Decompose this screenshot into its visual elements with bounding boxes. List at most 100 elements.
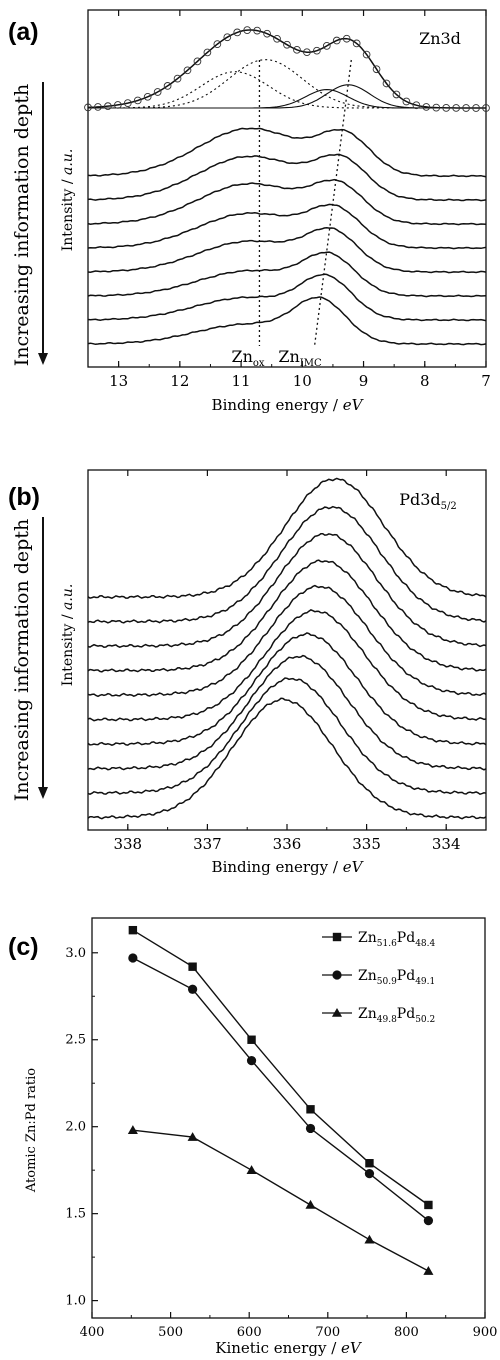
data-point-marker — [313, 46, 321, 55]
x-tick-label: 13 — [109, 372, 128, 390]
x-tick-label: 400 — [80, 1325, 105, 1340]
data-point-marker — [233, 28, 242, 37]
data-point-marker — [322, 42, 331, 50]
triangle-marker — [364, 1234, 375, 1244]
spectrum-line — [87, 632, 487, 747]
triangle-marker — [246, 1165, 257, 1174]
data-point-marker — [332, 36, 341, 45]
data-point-marker — [402, 97, 411, 106]
series-line — [132, 957, 429, 1222]
data-point-marker — [283, 40, 291, 49]
data-point-marker — [94, 103, 102, 111]
data-point-marker — [263, 29, 271, 38]
panel-c-xlabel: Kinetic energy / eV — [215, 1339, 363, 1357]
x-tick-label: 334 — [432, 835, 461, 853]
circle-marker — [246, 1055, 257, 1066]
data-point-marker — [104, 102, 112, 110]
panel-a-ylabel: Intensity / a.u. — [60, 149, 76, 252]
data-point-marker — [133, 96, 142, 105]
spectrum-line — [87, 296, 487, 346]
data-point-marker — [243, 26, 252, 34]
spectrum-line — [87, 609, 487, 722]
square-marker — [306, 1105, 315, 1114]
x-tick-label: 338 — [113, 835, 142, 853]
y-tick-label: 2.5 — [65, 1033, 86, 1048]
data-point-marker — [223, 33, 232, 42]
x-tick-label: 700 — [315, 1325, 340, 1340]
data-point-marker — [452, 104, 461, 112]
square-marker — [188, 962, 197, 971]
x-tick-label: 10 — [293, 372, 312, 390]
data-point-marker — [303, 48, 311, 57]
panel-c: (c) Atomic Zn:Pd ratio 1.0 1.5 2.0 2.5 3.0 4… — [8, 917, 498, 1357]
spectrum-line — [87, 533, 487, 649]
square-marker — [128, 925, 138, 935]
circle-marker — [332, 970, 342, 980]
panel-c-ylabel: Atomic Zn:Pd ratio — [24, 1068, 39, 1193]
panel-a-depth-arrowhead — [38, 353, 48, 365]
panel-b-plot-area — [87, 477, 487, 820]
data-point-marker — [293, 45, 301, 54]
data-point-marker — [472, 104, 480, 112]
spectrum-line — [87, 153, 487, 202]
x-tick-label: 7 — [481, 372, 491, 390]
triangle-marker — [423, 1266, 434, 1275]
spectrum-line — [87, 251, 487, 298]
data-point-marker — [173, 74, 182, 83]
legend-label-part: 50.9 — [377, 977, 397, 987]
data-point-marker — [84, 103, 92, 112]
legend-label-part: Pd — [397, 968, 415, 984]
spectrum-line — [87, 477, 487, 600]
spectrum-line — [87, 127, 487, 178]
panel-c-x-axis: 400 500 600 700 800 900 — [80, 1312, 498, 1340]
x-tick-label: 900 — [473, 1325, 498, 1340]
data-point-marker — [213, 40, 222, 48]
panel-b-letter: (b) — [8, 483, 40, 511]
x-tick-label: 11 — [232, 372, 251, 390]
circle-marker — [305, 1123, 316, 1134]
data-point-marker — [372, 65, 381, 74]
data-point-marker — [193, 57, 202, 66]
triangle-marker — [127, 1125, 138, 1134]
spectrum-line — [87, 654, 487, 771]
panel-a-x-axis: 13 12 11 10 9 8 7 — [87, 10, 491, 390]
panel-b-depth-arrowhead — [38, 787, 48, 799]
y-tick-label: 3.0 — [65, 946, 86, 961]
panel-a: (a) Increasing information depth Intensi… — [8, 9, 491, 414]
panel-a-annotation-zn-ox: Znox — [231, 347, 264, 369]
spectrum-line — [87, 273, 487, 322]
panel-b-ylabel: Intensity / a.u. — [60, 584, 76, 687]
panel-a-depth-indicator: Increasing information depth — [11, 82, 48, 366]
x-tick-label: 8 — [420, 372, 430, 390]
data-point-marker — [432, 103, 441, 112]
panel-c-letter: (c) — [8, 933, 39, 961]
panel-a-depth-label: Increasing information depth — [11, 84, 33, 366]
data-point-marker — [143, 92, 152, 101]
x-tick-label: 337 — [193, 835, 222, 853]
triangle-marker — [305, 1199, 316, 1209]
legend-label-part: 50.2 — [415, 1015, 435, 1025]
x-tick-label: 12 — [170, 372, 189, 390]
spectrum-line — [87, 505, 487, 624]
data-point-marker — [163, 82, 172, 90]
panel-b: (b) Increasing information depth Intensi… — [8, 469, 487, 876]
circle-marker — [128, 953, 138, 963]
data-point-marker — [273, 34, 281, 43]
data-point-marker — [342, 34, 351, 43]
triangle-marker — [187, 1132, 198, 1141]
spectrum-line — [87, 584, 487, 698]
square-marker — [247, 1035, 256, 1044]
panel-b-x-axis: 338 337 336 335 334 — [87, 470, 461, 853]
y-tick-label: 1.5 — [65, 1207, 86, 1222]
spectrum-line — [87, 227, 487, 274]
x-tick-label: 800 — [394, 1325, 419, 1340]
legend-label-part: 49.8 — [377, 1015, 397, 1025]
spectrum-line — [87, 697, 487, 820]
data-point-marker — [442, 104, 451, 112]
legend-label-part: Zn — [358, 968, 377, 984]
data-point-marker — [153, 88, 162, 96]
data-point-marker — [482, 104, 490, 112]
data-point-marker — [113, 101, 122, 109]
